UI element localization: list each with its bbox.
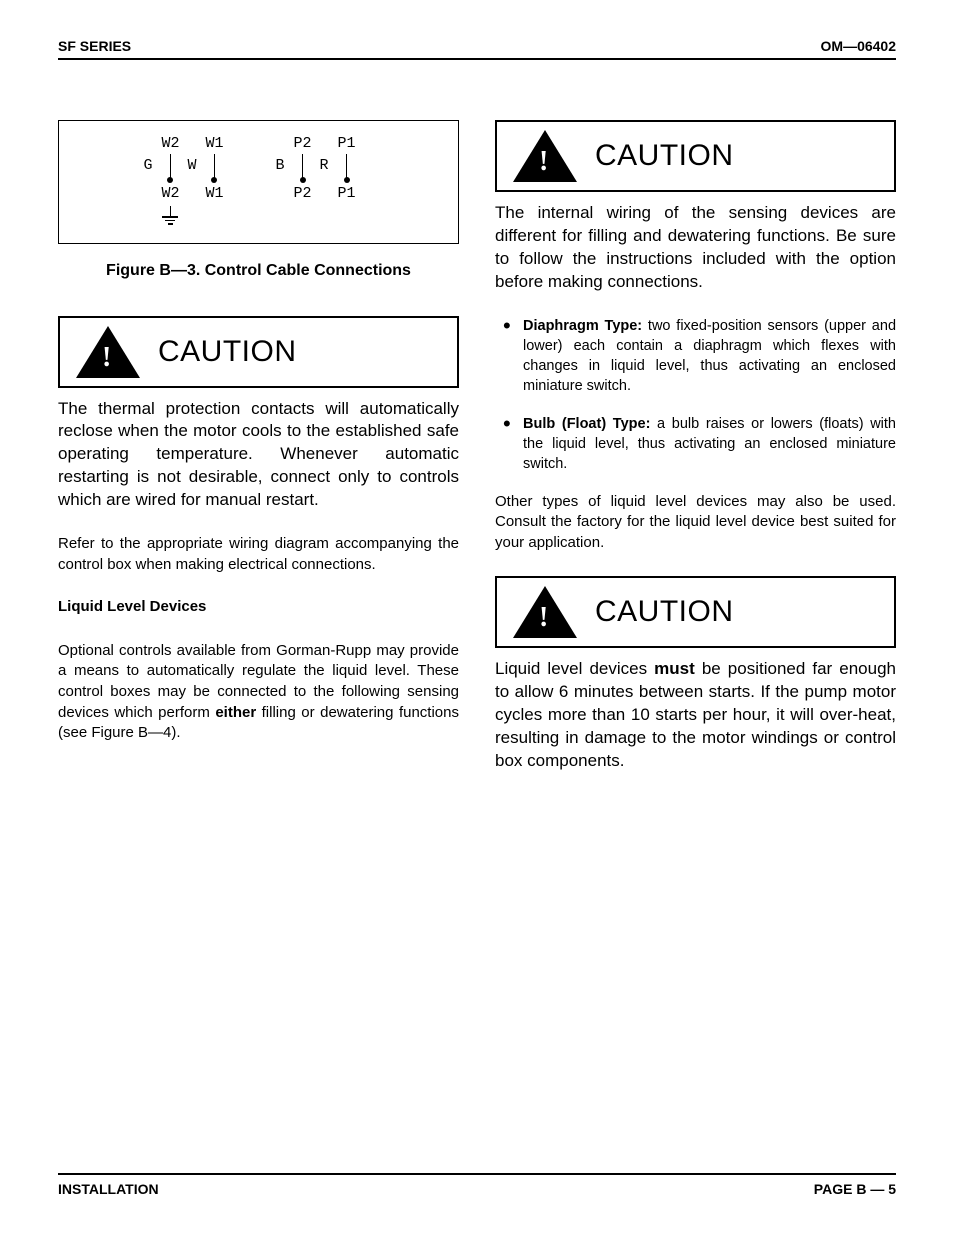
caution-label: CAUTION [158, 335, 297, 369]
caution-box-right-2: ! CAUTION [495, 576, 896, 648]
caution-label: CAUTION [595, 139, 734, 173]
wiring-diagram-box: W2 G W2 W1 W [58, 120, 459, 244]
header-right: OM—06402 [821, 38, 896, 54]
refer-text: Refer to the appropriate wiring diagram … [58, 534, 459, 575]
left-column: W2 G W2 W1 W [58, 120, 459, 795]
content-columns: W2 G W2 W1 W [58, 120, 896, 795]
wire-p2: P2 B P2 [294, 135, 312, 225]
wiring-group-left: W2 G W2 W1 W [161, 135, 223, 225]
wiring-diagram: W2 G W2 W1 W [69, 135, 448, 225]
warning-triangle-icon: ! [76, 326, 140, 378]
caution-body-right-1: The internal wiring of the sensing devic… [495, 202, 896, 294]
ground-symbol [162, 206, 178, 225]
subhead-liquid-level: Liquid Level Devices [58, 598, 459, 615]
figure-caption: Figure B—3. Control Cable Connections [58, 262, 459, 280]
warning-triangle-icon: ! [513, 130, 577, 182]
caution-body-right-2: Liquid level devices must be positioned … [495, 658, 896, 773]
wire-p1: P1 R P1 [338, 135, 356, 225]
footer-left: INSTALLATION [58, 1181, 159, 1197]
wiring-group-right: P2 B P2 P1 R P1 [294, 135, 356, 225]
bullet-bulb: Bulb (Float) Type: a bulb raises or lowe… [523, 414, 896, 474]
caution-box-left: ! CAUTION [58, 316, 459, 388]
right-column: ! CAUTION The internal wiring of the sen… [495, 120, 896, 795]
other-types-text: Other types of liquid level devices may … [495, 492, 896, 554]
caution-box-right-1: ! CAUTION [495, 120, 896, 192]
bullet-diaphragm: Diaphragm Type: two fixed-position senso… [523, 316, 896, 396]
wire-w1: W1 W W1 [205, 135, 223, 225]
caution-body-left: The thermal protection contacts will aut… [58, 398, 459, 513]
footer-right: PAGE B — 5 [814, 1181, 896, 1197]
header-left: SF SERIES [58, 38, 131, 54]
optional-controls-text: Optional controls available from Gorman-… [58, 641, 459, 744]
page-header: SF SERIES OM—06402 [58, 38, 896, 60]
wire-w2: W2 G W2 [161, 135, 179, 225]
caution-label: CAUTION [595, 595, 734, 629]
bullet-list: Diaphragm Type: two fixed-position senso… [495, 316, 896, 474]
warning-triangle-icon: ! [513, 586, 577, 638]
page-footer: INSTALLATION PAGE B — 5 [58, 1173, 896, 1197]
